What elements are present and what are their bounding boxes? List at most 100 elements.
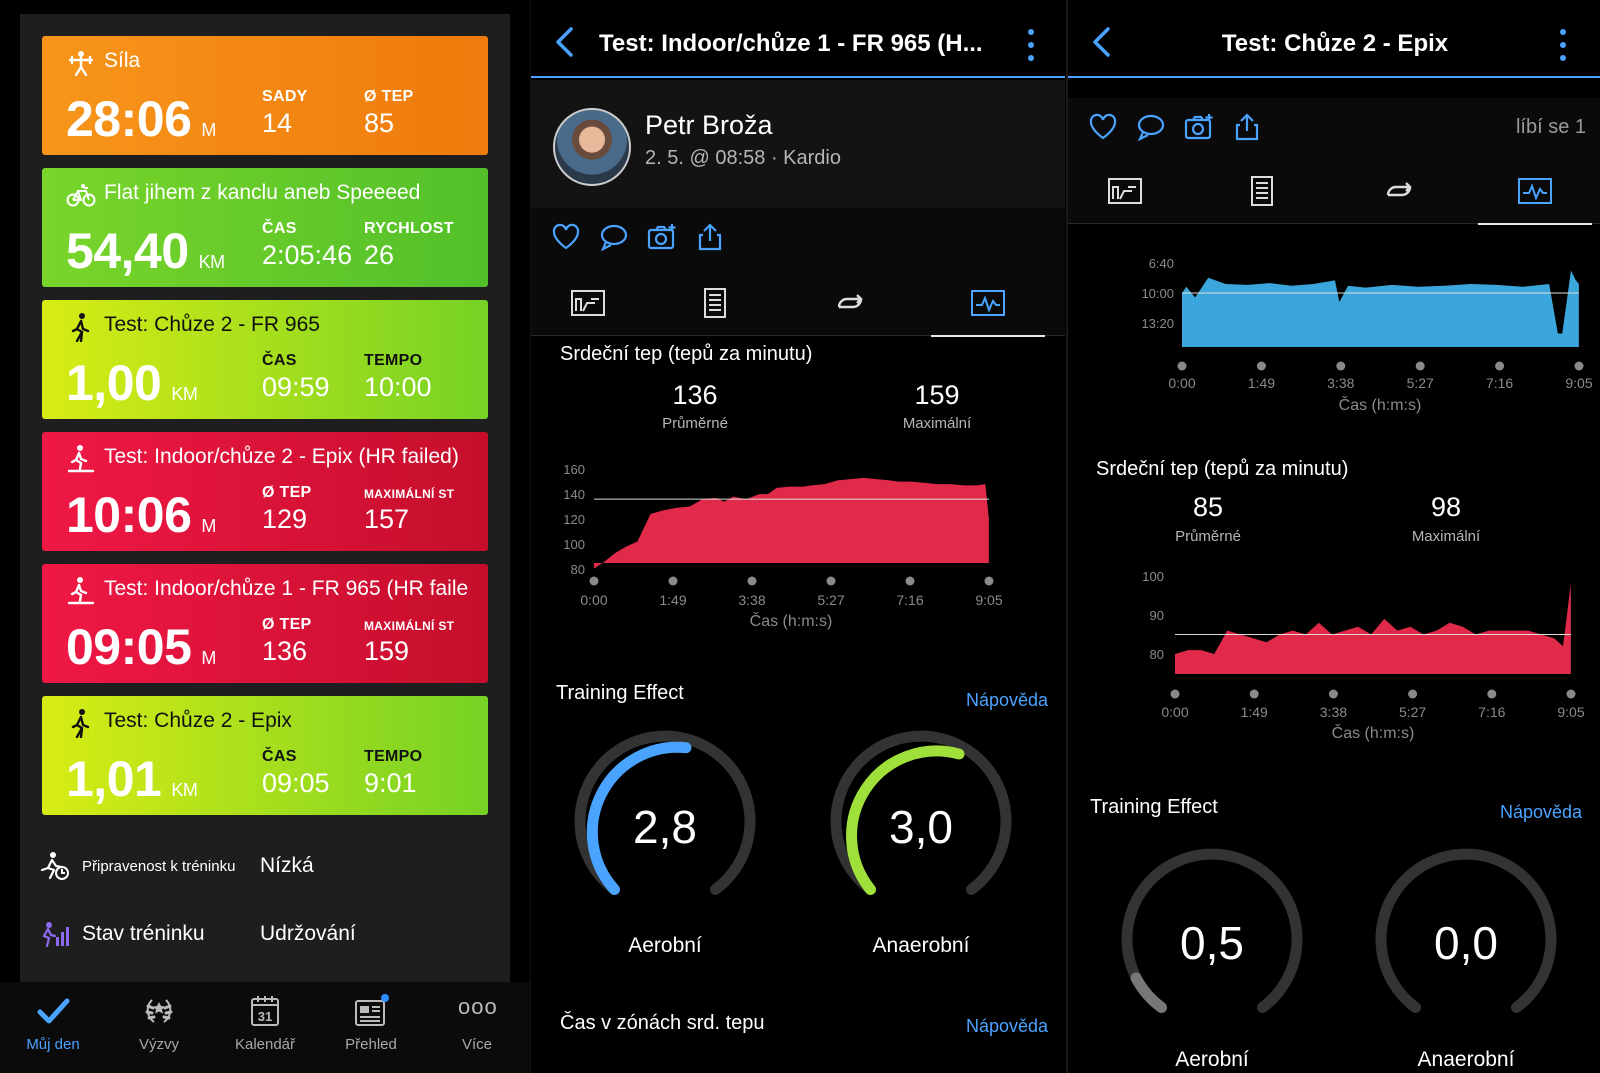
- x-tick-dot: [1328, 689, 1338, 699]
- x-tick-label: 5:27: [817, 592, 844, 608]
- y-tick-label: 10:00: [1141, 286, 1174, 301]
- more-icon: ooo: [458, 994, 498, 1019]
- tab-details[interactable]: [657, 270, 771, 336]
- stat-label-hr: Ø TEP: [364, 88, 414, 105]
- tab-more[interactable]: ooo Více: [424, 982, 530, 1073]
- back-chevron-icon[interactable]: [551, 26, 577, 58]
- loop-icon: [837, 294, 863, 309]
- avatar[interactable]: [553, 108, 631, 186]
- x-tick-label: 0:00: [1168, 375, 1195, 391]
- x-tick-label: 7:16: [1486, 375, 1513, 391]
- stat-value-max-hr: 157: [364, 504, 410, 534]
- x-tick-dot: [668, 576, 678, 586]
- hr-area: [594, 477, 989, 569]
- check-icon: [37, 998, 70, 1024]
- tab-my-day[interactable]: Můj den: [0, 982, 106, 1073]
- y-tick-label: 80: [571, 562, 585, 577]
- tab-challenges[interactable]: Výzvy: [106, 982, 212, 1073]
- activity-duration: 28:06 M: [66, 91, 216, 147]
- user-name[interactable]: Petr Broža: [645, 110, 773, 140]
- training-readiness-row[interactable]: Připravenost k tréninku Nízká: [40, 846, 314, 886]
- avg-hr-value: 136: [672, 380, 718, 410]
- comment-icon[interactable]: [599, 222, 629, 252]
- pace-chart[interactable]: 6:40 10:00 13:20 0:00 1:49 3:38 5:27 7:16 9:05 Ča…: [1082, 250, 1592, 425]
- x-tick-dot: [1256, 361, 1266, 371]
- help-link[interactable]: Nápověda: [1500, 802, 1583, 822]
- add-photo-icon[interactable]: [647, 222, 677, 252]
- stat-value-speed: 26: [364, 240, 395, 270]
- add-photo-icon[interactable]: [1184, 112, 1214, 142]
- activity-detail-walk-epix: Test: Chůze 2 - Epix líbí se 1 6:40 10:00…: [1066, 0, 1600, 1073]
- stat-value-pace: 9:01: [364, 768, 417, 798]
- likes-count[interactable]: líbí se 1: [1515, 116, 1586, 138]
- x-tick-label: 3:38: [1327, 375, 1354, 391]
- y-tick-label: 100: [563, 537, 585, 552]
- activity-duration: 10:06 M: [66, 487, 216, 543]
- bottom-tab-bar: Můj den Výzvy 31 Kalendář Přehled ooo Ví…: [0, 982, 530, 1073]
- share-icon[interactable]: [695, 222, 725, 252]
- activity-card-walk-fr965[interactable]: Test: Chůze 2 - FR 965 1,00 KM ČAS 09:59 …: [42, 300, 488, 419]
- activity-meta: 2. 5. @ 08:58 · Kardio: [645, 147, 841, 169]
- stat-value-sets: 14: [262, 108, 293, 138]
- x-tick-dot: [1487, 689, 1497, 699]
- readiness-label: Připravenost k tréninku: [82, 857, 236, 875]
- y-tick-label: 120: [563, 512, 585, 527]
- more-vertical-icon[interactable]: [1558, 28, 1568, 62]
- activity-title: Test: Indoor/chůze 2 - Epix (HR failed): [104, 445, 459, 468]
- hr-area: [1175, 583, 1571, 674]
- training-status-value: Udržování: [260, 922, 356, 945]
- tab-overview-stats[interactable]: [1068, 158, 1182, 224]
- tab-overview[interactable]: Přehled: [318, 982, 424, 1073]
- comment-icon[interactable]: [1136, 112, 1166, 142]
- tab-calendar[interactable]: 31 Kalendář: [212, 982, 318, 1073]
- activity-card-strength[interactable]: Síla 28:06 M SADY 14 Ø TEP 85: [42, 36, 488, 155]
- share-icon[interactable]: [1232, 112, 1262, 142]
- activity-card-walk-epix[interactable]: Test: Chůze 2 - Epix 1,01 KM ČAS 09:05 TE…: [42, 696, 488, 815]
- aerobic-label: Aerobní: [628, 934, 702, 957]
- back-chevron-icon[interactable]: [1088, 26, 1114, 58]
- stat-label-max-hr: MAXIMÁLNÍ ST: [364, 487, 455, 501]
- activity-feed[interactable]: Síla 28:06 M SADY 14 Ø TEP 85 Flat jihem …: [20, 14, 510, 982]
- x-tick-label: 9:05: [1557, 704, 1584, 720]
- loop-icon: [1386, 182, 1412, 197]
- heart-rate-chart[interactable]: 160 140 120 100 80 0:00 1:49 3:38 5:27 7:16 9:05 Ča…: [551, 455, 1051, 655]
- stat-label-pace: TEMPO: [364, 748, 423, 765]
- max-hr-label: Maximální: [1411, 528, 1481, 545]
- my-day-panel: Síla 28:06 M SADY 14 Ø TEP 85 Flat jihem …: [0, 0, 530, 1073]
- stat-value-time: 09:05: [262, 768, 330, 798]
- document-list-icon: [704, 288, 726, 318]
- help-link[interactable]: Nápověda: [966, 690, 1049, 710]
- zones-help-link[interactable]: Nápověda: [966, 1016, 1049, 1036]
- page-title: Test: Indoor/chůze 1 - FR 965 (H...: [599, 30, 983, 57]
- tab-overview-stats[interactable]: [531, 270, 645, 336]
- tab-details[interactable]: [1204, 158, 1318, 224]
- tab-laps[interactable]: [1342, 158, 1456, 224]
- header-underline: [531, 76, 1065, 78]
- max-hr-label: Maximální: [902, 415, 972, 432]
- more-vertical-icon[interactable]: [1026, 28, 1036, 62]
- activity-card-ride[interactable]: Flat jihem z kanclu aneb Speeeed 54,40 KM…: [42, 168, 488, 287]
- activity-card-indoor-walk-epix[interactable]: Test: Indoor/chůze 2 - Epix (HR failed) …: [42, 432, 488, 551]
- y-tick-label: 80: [1150, 647, 1164, 662]
- x-tick-label: 0:00: [1161, 704, 1188, 720]
- stat-value-pace: 10:00: [364, 372, 432, 402]
- tab-laps[interactable]: [793, 270, 907, 336]
- x-tick-label: 1:49: [1241, 704, 1268, 720]
- detail-tabs: [1068, 158, 1600, 225]
- x-tick-label: 7:16: [1478, 704, 1505, 720]
- training-status-row[interactable]: Stav tréninku Udržování: [40, 914, 356, 954]
- x-tick-label: 3:38: [1320, 704, 1347, 720]
- stat-label-time: ČAS: [262, 220, 297, 237]
- aerobic-gauge: [1121, 848, 1303, 1013]
- detail-tabs: [531, 270, 1065, 337]
- tab-charts[interactable]: [931, 270, 1045, 337]
- tab-charts[interactable]: [1478, 158, 1592, 225]
- like-heart-icon[interactable]: [551, 222, 581, 252]
- anaerobic-gauge: [830, 730, 1012, 895]
- heart-rate-chart[interactable]: 100 90 80 0:00 1:49 3:38 5:27 7:16 9:05 Čas (h:m:…: [1082, 570, 1592, 765]
- like-heart-icon[interactable]: [1088, 112, 1118, 142]
- activity-detail-indoor-walk: Test: Indoor/chůze 1 - FR 965 (H... Petr…: [530, 0, 1065, 1073]
- activity-card-indoor-walk-fr965[interactable]: Test: Indoor/chůze 1 - FR 965 (HR faile …: [42, 564, 488, 683]
- stat-label-speed: RYCHLOST: [364, 220, 454, 237]
- tab-label: Více: [461, 1036, 492, 1053]
